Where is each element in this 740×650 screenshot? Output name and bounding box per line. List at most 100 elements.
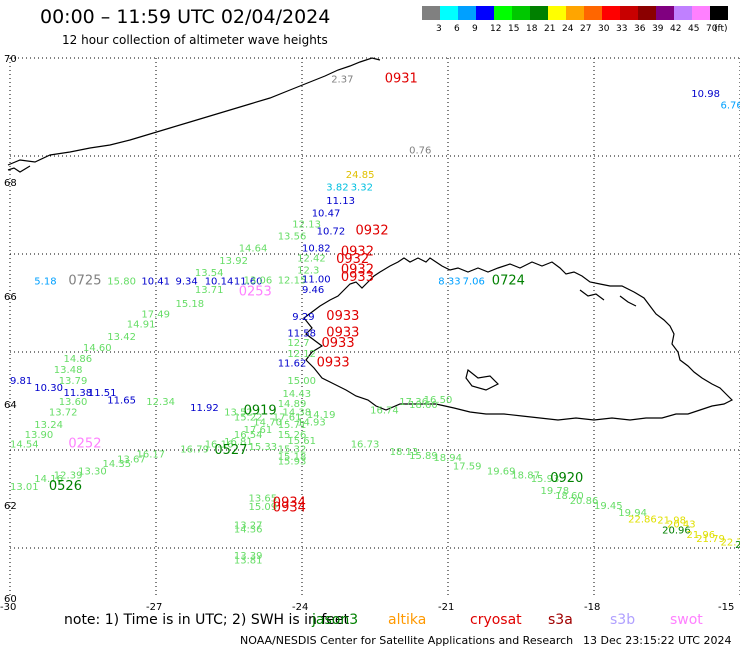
wave-height-label: 6.76 xyxy=(721,101,740,112)
wave-height-label: 13.24 xyxy=(34,420,63,431)
wave-height-label: 19.78 xyxy=(541,486,570,497)
wave-height-label: 3.32 xyxy=(351,182,373,193)
wave-height-label: 22.73 xyxy=(721,538,740,549)
coastlines xyxy=(7,57,734,421)
wave-height-label: 14.38 xyxy=(283,408,312,419)
wave-height-label: 21.79 xyxy=(696,534,725,545)
wave-height-label: 11.92 xyxy=(190,403,219,414)
pass-id-label: 0253 xyxy=(239,285,272,300)
pass-id-label: 0933 xyxy=(341,270,374,285)
iceland-fjords-east xyxy=(465,289,637,391)
wave-height-label: 18.94 xyxy=(433,453,462,464)
wave-height-label: 15.18 xyxy=(176,299,205,310)
wave-height-label: 13.42 xyxy=(107,332,136,343)
pass-id-label: 0932 xyxy=(336,252,369,267)
lat-label-70: 70 xyxy=(4,54,17,65)
colorbar-swatch xyxy=(692,6,710,20)
wave-height-label: 13.67 xyxy=(117,454,146,465)
wave-height-label: 10.14 xyxy=(205,276,234,287)
pass-id-label: 0931 xyxy=(385,72,418,87)
wave-height-label: 13.27 xyxy=(234,520,263,531)
wave-height-label: 10.41 xyxy=(141,276,170,287)
pass-id-label: 0932 xyxy=(341,263,374,278)
wave-height-label: 19.94 xyxy=(618,508,647,519)
colorbar-swatch xyxy=(638,6,656,20)
wave-height-label: 15.89 xyxy=(409,451,438,462)
colorbar-swatch xyxy=(458,6,476,20)
wave-height-label: 11.13 xyxy=(326,196,355,207)
colorbar-tick-label: 18 xyxy=(526,24,538,34)
wave-height-label: 10.82 xyxy=(302,244,331,255)
wave-height-label: 18.87 xyxy=(511,470,540,481)
wave-height-label: 17.36 xyxy=(399,397,428,408)
colorbar-swatches xyxy=(422,6,728,20)
page-title: 00:00 – 11:59 UTC 02/04/2024 xyxy=(40,6,331,28)
pass-id-label: 0920 xyxy=(550,471,583,486)
mission-s3a: s3a xyxy=(548,612,573,628)
wave-height-label: 11.58 xyxy=(287,328,316,339)
wave-height-label: 13.72 xyxy=(49,408,78,419)
wave-height-label: 17.61 xyxy=(244,425,273,436)
wave-height-label: 9.46 xyxy=(302,285,324,296)
wave-height-label: 13.65 xyxy=(249,493,278,504)
pass-id-label: 0933 xyxy=(322,336,355,351)
wave-height-label: 15.93 xyxy=(278,457,307,468)
footer-timestamp: 13 Dec 23:15:22 UTC 2024 xyxy=(583,634,732,647)
lat-lon-grid xyxy=(9,57,740,598)
lat-label-66: 66 xyxy=(4,292,17,303)
axis-labels: 70 68 66 64 62 60 -30 -27 -24 -21 -18 -1… xyxy=(0,54,734,613)
wave-height-label: 21.96 xyxy=(687,530,716,541)
lat-label-60: 60 xyxy=(4,594,17,605)
wave-height-label: 9.81 xyxy=(10,376,32,387)
lon-label-18: -18 xyxy=(584,602,600,613)
wave-height-label: 15.71 xyxy=(278,420,307,431)
wave-height-label: 10.30 xyxy=(34,383,63,394)
wave-height-label: 8.33 xyxy=(438,276,460,287)
wave-height-label: 16.74 xyxy=(370,406,399,417)
wave-height-label: 15.61 xyxy=(287,436,316,447)
lon-label-21: -21 xyxy=(438,602,454,613)
wave-height-label: 15.18 xyxy=(278,452,307,463)
wave-height-label: 14.91 xyxy=(127,320,156,331)
wave-height-label: 12.42 xyxy=(297,253,326,264)
colorbar-swatch xyxy=(548,6,566,20)
wave-height-label: 19.45 xyxy=(594,501,623,512)
lon-label-15: -15 xyxy=(718,602,734,613)
wave-height-label: 17.49 xyxy=(141,310,170,321)
wave-height-label: 11.51 xyxy=(88,388,117,399)
wave-height-label: 18.60 xyxy=(555,491,584,502)
page-subtitle: 12 hour collection of altimeter wave hei… xyxy=(62,33,328,47)
colorbar-tick-label: 39 xyxy=(652,24,664,34)
wave-height-label: 12.39 xyxy=(54,470,83,481)
colorbar-tick-label: 36 xyxy=(634,24,646,34)
wave-height-label: 12.34 xyxy=(146,397,175,408)
wave-height-label: 11.00 xyxy=(302,274,331,285)
wave-height-label: 14.60 xyxy=(83,343,112,354)
colorbar-tick-label: 6 xyxy=(454,24,460,34)
pass-id-label: 0933 xyxy=(326,309,359,324)
wave-height-label: 13.54 xyxy=(195,268,224,279)
colorbar-swatch xyxy=(566,6,584,20)
footer-credit: NOAA/NESDIS Center for Satellite Applica… xyxy=(240,634,574,647)
colorbar-swatch xyxy=(512,6,530,20)
mission-altika: altika xyxy=(388,612,427,628)
wave-height-label: 15.00 xyxy=(287,376,316,387)
pass-id-label: 0933 xyxy=(317,356,350,371)
pass-id-label: 0527 xyxy=(214,443,247,458)
greenland-coastline xyxy=(7,57,381,173)
wave-height-label: 20.86 xyxy=(570,496,599,507)
wave-height-label: 13.90 xyxy=(25,430,54,441)
colorbar-swatch xyxy=(620,6,638,20)
colorbar-tick-label: 70 xyxy=(706,24,718,34)
wave-height-label: 14.36 xyxy=(234,524,263,535)
pass-id-label: 0934 xyxy=(273,495,306,510)
colorbar-tick-label: 12 xyxy=(490,24,501,34)
colorbar-swatch xyxy=(674,6,692,20)
wave-height-label: 5.18 xyxy=(34,276,56,287)
wave-height-label: 16.16 xyxy=(205,440,234,451)
mission-swot: swot xyxy=(670,612,703,628)
wave-height-label: 14.93 xyxy=(297,418,326,429)
colorbar-tick-label: 24 xyxy=(562,24,574,34)
wave-height-label: 13.48 xyxy=(54,365,83,376)
colorbar-swatch xyxy=(476,6,494,20)
